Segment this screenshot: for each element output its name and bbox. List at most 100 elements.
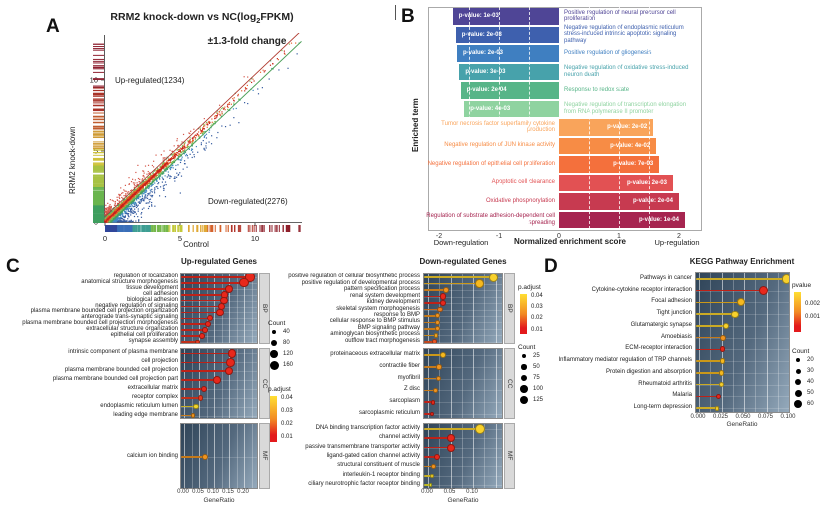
go-term-label: positive regulation of cellular biosynth… — [288, 273, 420, 280]
count-legend-dot — [796, 358, 800, 362]
gsea-term-label: Negative regulation of endoplasmic retic… — [564, 24, 684, 45]
count-legend-dot — [794, 389, 802, 397]
lollipop-stem — [181, 323, 208, 326]
gridline-dashed — [649, 7, 650, 229]
lollipop-dot — [224, 366, 234, 376]
count-legend-value: 40 — [283, 329, 290, 335]
lollipop-dot — [443, 287, 449, 294]
lollipop-dot — [435, 375, 442, 382]
lollipop-stem — [181, 361, 231, 364]
gsea-pvalue-label: p-value: 2e-04 — [632, 198, 673, 205]
go-term-label: extracellular matrix — [127, 384, 178, 391]
lollipop-dot — [434, 319, 440, 325]
gridline-vertical — [191, 349, 193, 418]
gridline-vertical — [428, 424, 429, 488]
count-legend-dot — [522, 354, 526, 358]
gridline-horizontal — [424, 390, 502, 392]
lollipop-stem — [424, 282, 480, 285]
gridline-vertical — [439, 349, 441, 418]
go-term-label: ligand-gated cation channel activity — [326, 453, 420, 459]
panel-d-label: D — [544, 256, 558, 277]
dotplot-facet — [423, 273, 503, 344]
gridline-vertical — [251, 349, 253, 418]
go-term-label: proteinaceous extracellular matrix — [330, 350, 420, 357]
dotplot-facet — [423, 348, 503, 419]
gradient-legend-title: p.adjust — [518, 284, 541, 291]
gridline-dashed — [529, 7, 530, 229]
count-legend-dot — [794, 400, 802, 408]
axis-tick-label: 0.20 — [237, 489, 249, 495]
gridline-vertical — [473, 424, 474, 488]
lollipop-dot — [224, 284, 234, 293]
gsea-pvalue-label: p-value: 2e-04 — [466, 87, 507, 94]
gridline-vertical — [777, 273, 779, 412]
gridline-horizontal — [696, 361, 789, 363]
gsea-pvalue-label: p-value: 2e-03 — [626, 179, 667, 186]
lollipop-stem — [181, 341, 198, 343]
count-legend-dot — [271, 329, 277, 335]
facet-strip: BP — [504, 273, 515, 344]
gridline-horizontal — [181, 397, 257, 399]
lollipop-stem — [424, 413, 433, 415]
go-term-label: aminoglycan biosynthetic process — [330, 331, 420, 338]
go-term-label: sarcoplasm — [389, 398, 420, 405]
gridline-horizontal — [424, 335, 502, 337]
gridline-vertical — [495, 274, 497, 343]
lollipop-stem — [424, 334, 437, 337]
gridline-horizontal — [181, 406, 257, 408]
go-term-label: extracellular structure organization — [86, 326, 178, 333]
gridline-horizontal — [424, 485, 502, 487]
gridline-horizontal — [696, 408, 789, 410]
count-legend-dot — [795, 368, 801, 374]
gsea-term-label: Positive regulation of neural precursor … — [564, 9, 676, 23]
axis-tick-label: 0.05 — [443, 489, 456, 495]
go-term-label: plasma membrane bounded cell projection … — [30, 308, 178, 315]
count-legend-value: 60 — [807, 401, 814, 407]
panel-a-ylabel: RRM2 knock-down — [68, 126, 77, 194]
dotplot-facet — [180, 423, 258, 489]
count-legend-dot — [795, 379, 801, 385]
gsea-bar: p-value: 1e-04 — [559, 211, 685, 228]
gradient-legend-value: 0.001 — [805, 314, 821, 321]
panel-c-label: C — [6, 256, 20, 277]
gsea-pvalue-label: p-value: 1e-04 — [638, 216, 679, 223]
lollipop-dot — [731, 310, 739, 318]
lollipop-dot — [714, 405, 720, 411]
gsea-pvalue-label: p-value: 7e-03 — [613, 161, 654, 168]
gridline-vertical — [428, 274, 429, 343]
gradient-legend-value: 0.03 — [531, 304, 543, 311]
axis-tick-mark — [395, 5, 396, 8]
gridline-vertical — [236, 274, 238, 343]
count-legend-value: 30 — [807, 368, 814, 374]
axis-tick-label: 0.075 — [757, 414, 773, 420]
kegg-title: KEGG Pathway Enrichment — [689, 257, 795, 266]
gsea-bar-panel: B Enriched term Down-regulation Normaliz… — [395, 5, 825, 255]
gridline-horizontal — [696, 372, 789, 374]
go-term-label: interleukin-1 receptor binding — [342, 471, 420, 478]
gridline-vertical — [251, 424, 253, 488]
go-term-label: cell adhesion — [142, 290, 178, 297]
lollipop-stem — [181, 352, 232, 355]
gridline-vertical — [699, 273, 700, 412]
down-regulated-annotation: Down-regulated(2276) — [208, 197, 288, 206]
go-term-label: structural constituent of muscle — [337, 462, 420, 469]
lollipop-stem — [181, 397, 201, 399]
go-term-label: endoplasmic reticulum lumen — [100, 402, 178, 409]
lollipop-stem — [181, 414, 193, 417]
lollipop-stem — [424, 475, 432, 477]
gridline-horizontal — [424, 303, 502, 305]
lollipop-dot — [193, 403, 199, 410]
go-term-label: calcium ion binding — [126, 453, 178, 459]
gridline-horizontal — [181, 330, 257, 332]
gridline-vertical — [221, 349, 223, 418]
gsea-term-label: Tumor necrosis factor superfamily cytoki… — [441, 120, 555, 134]
gridline-horizontal — [181, 388, 257, 390]
go-term-label: Rheumatoid arthritis — [638, 380, 692, 387]
count-legend-value: 50 — [533, 364, 540, 370]
lollipop-dot — [434, 326, 440, 332]
go-term-label: Focal adhesion — [651, 298, 692, 305]
gradient-legend-title: pvalue — [792, 282, 812, 289]
go-term-label: anatomical structure morphogenesis — [81, 278, 178, 285]
gsea-term-label: Negative regulation of JUN kinase activi… — [444, 142, 555, 149]
